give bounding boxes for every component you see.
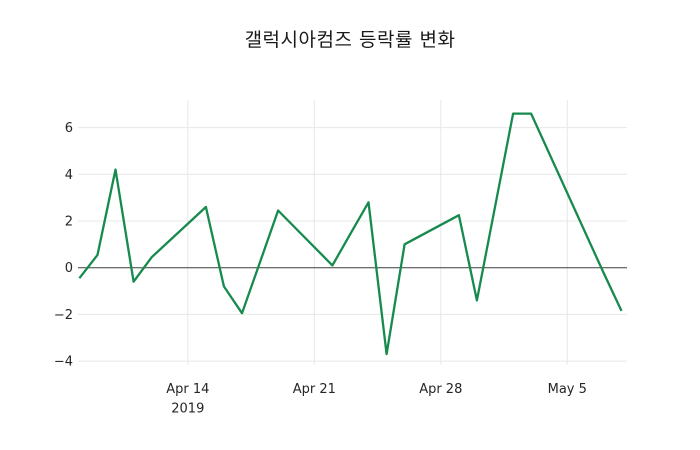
price-change-line-series xyxy=(78,112,623,356)
x-tick-label: Apr 14 xyxy=(166,382,209,397)
y-tick-label: −2 xyxy=(54,308,73,323)
y-tick-label: 4 xyxy=(65,168,73,183)
x-tick-label: Apr 28 xyxy=(419,382,462,397)
x-tick-label: Apr 21 xyxy=(293,382,336,397)
y-tick-label: 6 xyxy=(65,121,73,136)
y-tick-label: 0 xyxy=(65,261,73,276)
x-tick-year-label: 2019 xyxy=(171,402,204,417)
chart-title: 갤럭시아컴즈 등락률 변화 xyxy=(244,29,456,51)
y-tick-label: −4 xyxy=(54,355,73,370)
x-tick-label: May 5 xyxy=(548,382,587,397)
y-tick-label: 2 xyxy=(65,215,73,230)
